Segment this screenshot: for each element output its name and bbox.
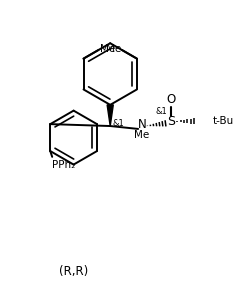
Text: PPh₂: PPh₂: [52, 159, 75, 170]
Text: O: O: [166, 93, 175, 106]
Text: &1: &1: [112, 119, 124, 128]
Polygon shape: [107, 105, 113, 126]
Text: &1: &1: [155, 107, 167, 116]
Text: Me: Me: [99, 44, 115, 54]
Text: N: N: [138, 118, 146, 131]
Text: Me: Me: [106, 44, 121, 54]
Text: Me: Me: [134, 130, 150, 140]
Text: S: S: [167, 115, 175, 128]
Text: t-Bu: t-Bu: [212, 116, 233, 126]
Text: (R,R): (R,R): [59, 265, 88, 278]
